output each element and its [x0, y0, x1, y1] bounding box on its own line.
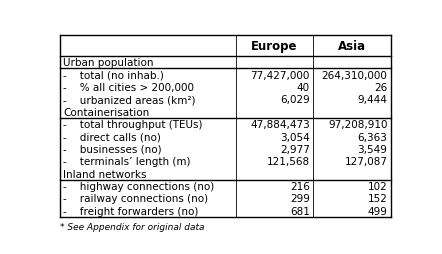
- Text: -    railway connections (no): - railway connections (no): [63, 194, 208, 203]
- Text: Urban population: Urban population: [63, 58, 154, 68]
- Text: * See Appendix for original data: * See Appendix for original data: [61, 222, 205, 231]
- Text: -    % all cities > 200,000: - % all cities > 200,000: [63, 83, 194, 93]
- Text: 26: 26: [374, 83, 388, 93]
- Text: 102: 102: [368, 181, 388, 191]
- Text: -    total throughput (TEUs): - total throughput (TEUs): [63, 120, 202, 130]
- Text: 40: 40: [297, 83, 310, 93]
- Text: 121,568: 121,568: [267, 157, 310, 167]
- Text: -    highway connections (no): - highway connections (no): [63, 181, 214, 191]
- Text: 499: 499: [368, 206, 388, 216]
- Text: 216: 216: [290, 181, 310, 191]
- Text: 299: 299: [290, 194, 310, 203]
- Text: 97,208,910: 97,208,910: [328, 120, 388, 130]
- Text: 6,363: 6,363: [358, 132, 388, 142]
- Text: -    direct calls (no): - direct calls (no): [63, 132, 161, 142]
- Text: Inland networks: Inland networks: [63, 169, 147, 179]
- Text: 77,427,000: 77,427,000: [251, 70, 310, 80]
- Text: 6,029: 6,029: [280, 95, 310, 105]
- Text: -    urbanized areas (km²): - urbanized areas (km²): [63, 95, 196, 105]
- Text: Asia: Asia: [338, 40, 366, 53]
- Text: 127,087: 127,087: [344, 157, 388, 167]
- Text: 2,977: 2,977: [280, 144, 310, 154]
- Text: 264,310,000: 264,310,000: [322, 70, 388, 80]
- Text: 3,549: 3,549: [358, 144, 388, 154]
- Text: 9,444: 9,444: [358, 95, 388, 105]
- Text: 152: 152: [368, 194, 388, 203]
- Text: -    freight forwarders (no): - freight forwarders (no): [63, 206, 198, 216]
- Text: Containerisation: Containerisation: [63, 107, 149, 117]
- Text: Europe: Europe: [251, 40, 297, 53]
- Text: -    total (no inhab.): - total (no inhab.): [63, 70, 164, 80]
- Text: 47,884,473: 47,884,473: [250, 120, 310, 130]
- Text: 681: 681: [290, 206, 310, 216]
- Text: 3,054: 3,054: [280, 132, 310, 142]
- Text: -    terminals’ length (m): - terminals’ length (m): [63, 157, 191, 167]
- Text: -    businesses (no): - businesses (no): [63, 144, 162, 154]
